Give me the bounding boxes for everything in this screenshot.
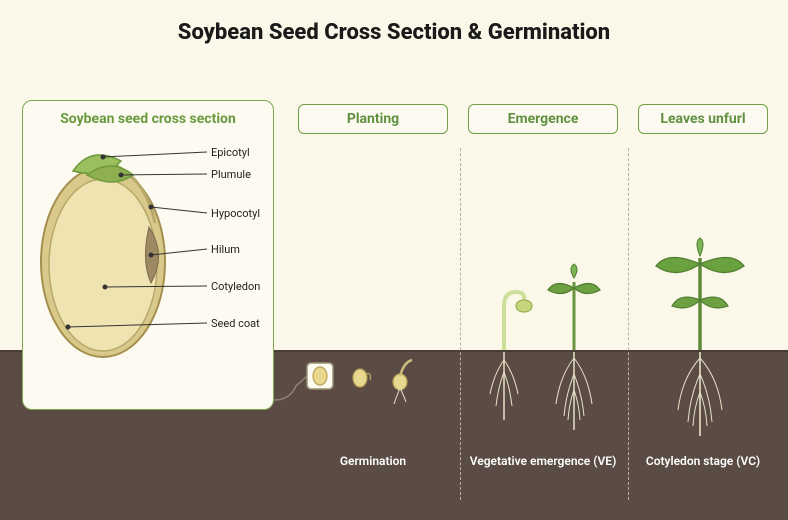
stage-label: Planting — [347, 111, 399, 127]
stage-pill-emergence: Emergence — [468, 104, 618, 134]
part-hilum: Hilum — [211, 243, 240, 256]
stage-label: Leaves unfurl — [660, 111, 745, 127]
stage-label: Emergence — [508, 111, 579, 127]
stage-pill-leaves-unfurl: Leaves unfurl — [638, 104, 768, 134]
caption-ve: Vegetative emergence (VE) — [468, 454, 618, 468]
part-plumule: Plumule — [211, 168, 251, 181]
seed-diagram: Epicotyl Plumule Hypocotyl Hilum Cotyled… — [33, 127, 263, 387]
panel-title: Soybean seed cross section — [33, 111, 263, 127]
caption-germination: Germination — [298, 454, 448, 468]
stage-pill-planting: Planting — [298, 104, 448, 134]
caption-vc: Cotyledon stage (VC) — [638, 454, 768, 468]
cross-section-panel: Soybean seed cross section Epic — [22, 100, 274, 410]
stage-divider — [460, 148, 461, 500]
part-seed-coat: Seed coat — [211, 317, 260, 330]
part-epicotyl: Epicotyl — [211, 146, 250, 159]
part-cotyledon: Cotyledon — [211, 280, 260, 293]
page-title: Soybean Seed Cross Section & Germination — [0, 20, 788, 45]
stage-divider — [628, 148, 629, 500]
part-hypocotyl: Hypocotyl — [211, 207, 260, 220]
